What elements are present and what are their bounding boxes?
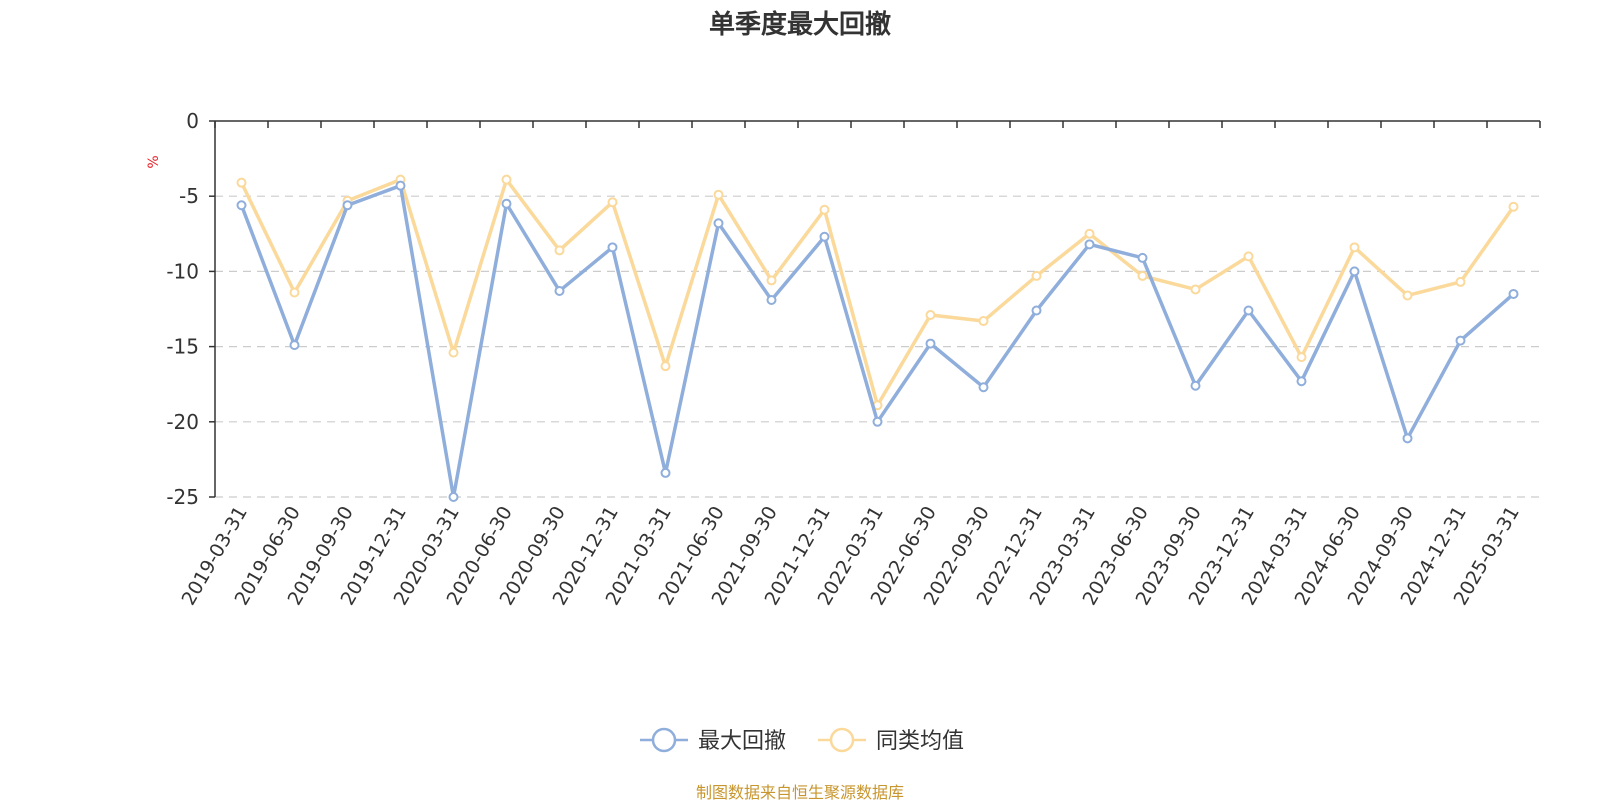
- data-point: [1349, 266, 1360, 277]
- y-axis-unit: %: [146, 155, 162, 168]
- data-point: [660, 361, 671, 372]
- data-point: [1137, 270, 1148, 281]
- data-point: [925, 310, 936, 321]
- data-point: [872, 416, 883, 427]
- data-point: [1031, 305, 1042, 316]
- series-1: [236, 174, 1519, 411]
- data-point: [607, 197, 618, 208]
- data-point: [766, 275, 777, 286]
- data-point: [713, 189, 724, 200]
- data-point: [1455, 335, 1466, 346]
- series-line: [239, 183, 1515, 499]
- y-tick-label: -15: [166, 335, 199, 359]
- data-point: [1402, 290, 1413, 301]
- legend-marker-icon: [829, 727, 855, 753]
- legend-label: 同类均值: [876, 729, 964, 754]
- data-point: [1349, 242, 1360, 253]
- data-point: [1508, 288, 1519, 299]
- data-point: [342, 200, 353, 211]
- legend[interactable]: 最大回撤 同类均值: [640, 727, 964, 754]
- data-point: [1402, 433, 1413, 444]
- data-point: [289, 287, 300, 298]
- data-point: [1243, 251, 1254, 262]
- data-point: [1296, 376, 1307, 387]
- data-point: [1296, 352, 1307, 363]
- y-tick-label: -5: [179, 184, 199, 208]
- data-point: [501, 174, 512, 185]
- data-point: [395, 180, 406, 191]
- data-point: [448, 492, 459, 502]
- series-0: [236, 180, 1519, 502]
- data-point: [819, 204, 830, 215]
- x-tick-labels: 2019-03-312019-06-302019-09-302019-12-31…: [178, 503, 1524, 610]
- data-point: [1084, 228, 1095, 239]
- data-point: [1243, 305, 1254, 316]
- data-point: [607, 242, 618, 253]
- data-point: [1455, 276, 1466, 287]
- data-point: [1508, 201, 1519, 212]
- data-point: [819, 231, 830, 242]
- data-point: [660, 467, 671, 478]
- y-tick-label: -25: [166, 485, 199, 509]
- data-point: [713, 218, 724, 229]
- y-tick-labels: 0 -5 -10 -15 -20 -25: [166, 109, 199, 509]
- y-tick-label: -20: [166, 410, 199, 434]
- data-point: [1031, 270, 1042, 281]
- data-point: [289, 340, 300, 351]
- data-point: [1084, 239, 1095, 250]
- data-point: [554, 285, 565, 296]
- data-point: [236, 200, 247, 211]
- data-point: [1190, 284, 1201, 295]
- data-point: [766, 294, 777, 305]
- data-point: [554, 245, 565, 256]
- data-point: [1190, 380, 1201, 391]
- legend-item-0[interactable]: 最大回撤: [640, 727, 786, 754]
- y-tick-label: 0: [186, 109, 199, 133]
- legend-item-1[interactable]: 同类均值: [818, 727, 964, 754]
- data-point: [978, 382, 989, 393]
- gridlines: [215, 195, 1540, 498]
- data-point: [1137, 252, 1148, 263]
- y-tick-label: -10: [166, 259, 199, 283]
- axes: [209, 120, 1541, 498]
- series-group: [236, 174, 1519, 502]
- legend-marker-icon: [651, 727, 677, 753]
- data-point: [501, 198, 512, 209]
- data-point: [978, 316, 989, 327]
- legend-label: 最大回撤: [698, 729, 786, 754]
- data-point: [448, 347, 459, 358]
- data-point: [236, 177, 247, 188]
- source-note: 制图数据来自恒生聚源数据库: [696, 783, 904, 800]
- data-point: [925, 338, 936, 349]
- chart-title: 单季度最大回撤: [709, 9, 891, 40]
